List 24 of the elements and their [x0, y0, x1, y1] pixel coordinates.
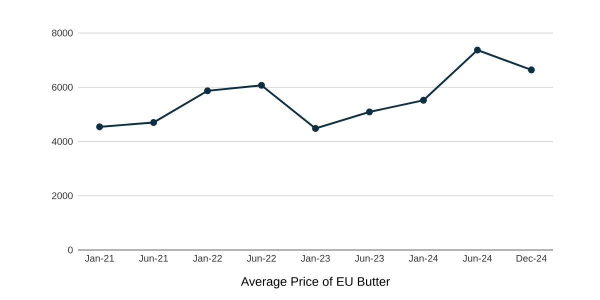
x-axis-title: Average Price of EU Butter	[240, 276, 390, 288]
x-tick-label: Jun-24	[462, 254, 492, 262]
y-tick-label: 8000	[52, 30, 73, 36]
y-tick-label: 6000	[52, 84, 73, 91]
x-tick-label: Jun-23	[354, 254, 384, 262]
y-tick-label: 0	[68, 246, 73, 254]
point	[528, 66, 535, 74]
x-tick-label: Jun-21	[138, 254, 168, 262]
y-tick-label: 4000	[52, 138, 73, 145]
point	[204, 87, 212, 94]
x-tick-label: Dec-24	[516, 254, 547, 262]
point	[96, 123, 104, 130]
point	[420, 96, 427, 104]
x-tick-label: Jan-24	[408, 254, 438, 262]
point	[366, 108, 373, 116]
x-tick-label: Jan-23	[300, 254, 330, 262]
point	[312, 125, 319, 132]
point	[150, 119, 158, 126]
point	[474, 46, 481, 54]
x-tick-label: Jan-21	[84, 254, 114, 262]
x-tick-label: Jan-22	[192, 254, 222, 262]
y-tick-label: 2000	[52, 192, 73, 200]
point	[258, 82, 265, 89]
x-tick-label: Jun-22	[246, 254, 276, 262]
